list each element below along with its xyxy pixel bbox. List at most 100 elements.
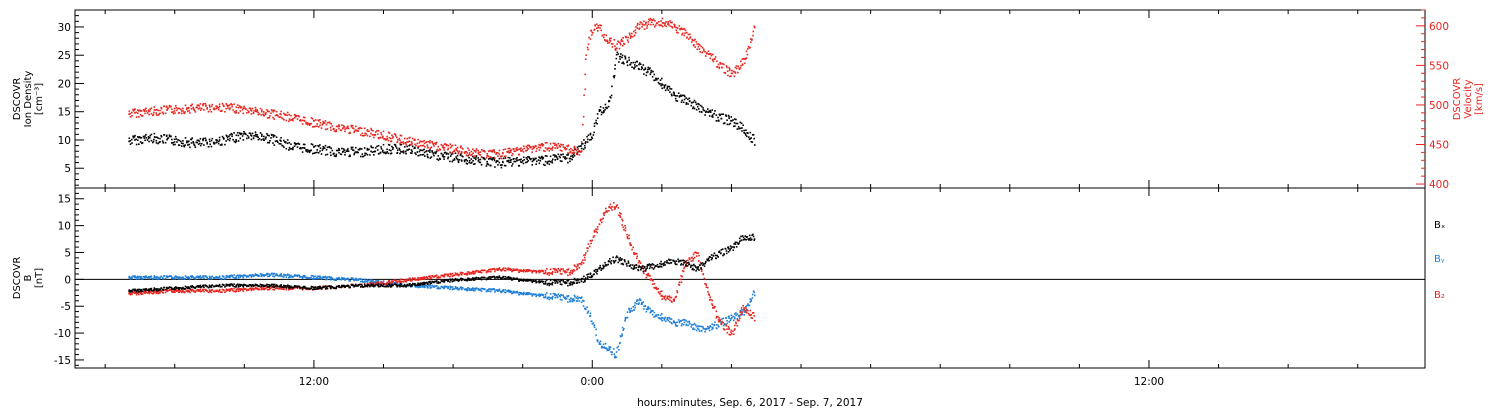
- density-point: [347, 148, 349, 150]
- density-point: [288, 141, 291, 144]
- bz-point: [551, 273, 554, 275]
- velocity-point: [452, 150, 454, 153]
- density-point: [364, 154, 366, 157]
- velocity-point: [255, 110, 257, 112]
- velocity-point: [361, 132, 364, 135]
- density-point: [435, 151, 437, 154]
- density-point: [178, 139, 181, 142]
- density-point: [353, 153, 355, 156]
- by-point: [197, 275, 199, 278]
- bx-point: [489, 276, 491, 278]
- by-point: [138, 276, 140, 278]
- density-point: [732, 119, 734, 121]
- velocity-point: [147, 109, 150, 111]
- by-point: [713, 324, 715, 326]
- bz-point: [510, 268, 513, 271]
- velocity-point: [366, 129, 369, 131]
- velocity-point: [289, 119, 292, 121]
- velocity-point: [701, 46, 704, 49]
- by-point: [203, 277, 205, 279]
- velocity-point: [230, 103, 233, 105]
- velocity-point: [633, 34, 636, 37]
- b-tick-label: 5: [64, 247, 71, 259]
- bx-point: [246, 284, 249, 287]
- velocity-point: [137, 112, 139, 114]
- by-point: [730, 317, 732, 320]
- by-point: [602, 343, 605, 346]
- density-point: [458, 158, 461, 161]
- velocity-point: [544, 150, 546, 153]
- by-point: [484, 288, 486, 291]
- density-point: [172, 142, 174, 144]
- density-point: [653, 73, 656, 76]
- by-point: [331, 277, 334, 279]
- density-point: [405, 152, 407, 155]
- bx-point: [157, 288, 159, 290]
- by-point: [233, 274, 235, 276]
- density-point: [520, 158, 522, 161]
- bx-point: [471, 279, 473, 281]
- velocity-point: [171, 108, 173, 110]
- velocity-point: [735, 67, 738, 70]
- density-point: [326, 146, 329, 149]
- by-point: [134, 276, 136, 279]
- bx-point: [567, 284, 569, 287]
- density-point: [494, 166, 496, 168]
- by-point: [722, 324, 725, 327]
- bx-point: [225, 285, 227, 287]
- bz-point: [584, 259, 586, 261]
- velocity-point: [649, 17, 652, 20]
- velocity-point: [186, 108, 188, 111]
- density-point: [655, 79, 658, 81]
- velocity-point: [578, 154, 581, 156]
- velocity-point: [342, 125, 345, 127]
- bx-point: [229, 283, 231, 286]
- velocity-point: [190, 108, 193, 110]
- density-point: [629, 63, 632, 66]
- velocity-point: [250, 110, 253, 112]
- bx-point: [196, 285, 199, 288]
- density-point: [647, 71, 649, 73]
- density-point: [572, 153, 575, 156]
- velocity-point: [371, 133, 374, 136]
- density-point: [749, 131, 752, 134]
- by-point: [639, 299, 642, 301]
- velocity-point: [382, 130, 385, 133]
- density-point: [192, 141, 194, 143]
- bz-point: [729, 334, 732, 336]
- by-point: [456, 286, 459, 289]
- density-point: [431, 150, 433, 152]
- velocity-point: [234, 112, 237, 114]
- by-point: [460, 288, 463, 290]
- velocity-point: [752, 30, 755, 33]
- density-point: [723, 122, 726, 124]
- bz-point: [288, 289, 290, 291]
- velocity-point: [741, 64, 744, 66]
- density-point: [370, 145, 372, 147]
- bx-point: [421, 282, 424, 284]
- density-point: [360, 155, 362, 158]
- bx-point: [263, 284, 265, 287]
- density-point: [634, 66, 636, 68]
- by-point: [536, 294, 538, 297]
- velocity-point: [731, 72, 734, 75]
- density-point: [245, 133, 247, 136]
- bz-point: [527, 269, 529, 271]
- bx-point: [354, 285, 357, 287]
- density-point: [511, 165, 513, 167]
- by-point: [494, 291, 496, 293]
- bx-point: [221, 283, 224, 286]
- by-point: [549, 297, 552, 299]
- density-point: [210, 139, 213, 142]
- velocity-point: [384, 138, 386, 140]
- velocity-point: [443, 149, 445, 151]
- density-point: [215, 139, 217, 141]
- by-point: [255, 274, 257, 277]
- density-axis-label: Ion Density: [23, 71, 34, 128]
- by-point: [503, 291, 506, 294]
- density-point: [698, 108, 700, 110]
- by-point: [739, 310, 742, 312]
- by-point: [609, 348, 611, 350]
- density-point: [705, 111, 707, 114]
- density-point: [233, 132, 235, 134]
